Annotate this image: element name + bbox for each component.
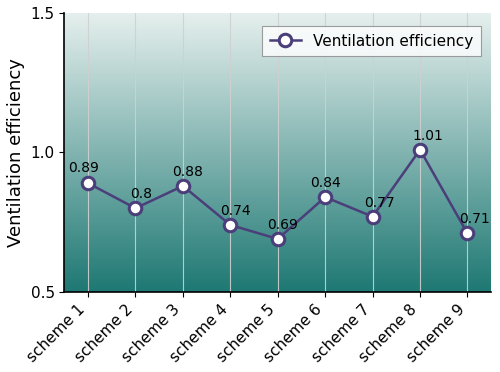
Ventilation efficiency [228, 223, 234, 227]
Text: 0.89: 0.89 [68, 161, 99, 175]
Text: 0.69: 0.69 [268, 218, 298, 232]
Text: 0.8: 0.8 [130, 187, 152, 201]
Ventilation efficiency [464, 231, 470, 235]
Ventilation efficiency [85, 181, 91, 185]
Ventilation efficiency [132, 206, 138, 211]
Ventilation efficiency [180, 184, 186, 188]
Text: 0.74: 0.74 [220, 204, 250, 218]
Ventilation efficiency [417, 147, 423, 152]
Text: 0.84: 0.84 [310, 176, 340, 190]
Ventilation efficiency [370, 214, 376, 219]
Text: 1.01: 1.01 [413, 129, 444, 143]
Text: 0.77: 0.77 [364, 196, 395, 210]
Line: Ventilation efficiency: Ventilation efficiency [82, 144, 473, 245]
Text: 0.71: 0.71 [460, 212, 490, 227]
Legend: Ventilation efficiency: Ventilation efficiency [262, 26, 481, 57]
Text: 0.88: 0.88 [172, 165, 204, 179]
Ventilation efficiency [322, 195, 328, 199]
Ventilation efficiency [275, 237, 281, 241]
Y-axis label: Ventilation efficiency: Ventilation efficiency [7, 58, 25, 247]
